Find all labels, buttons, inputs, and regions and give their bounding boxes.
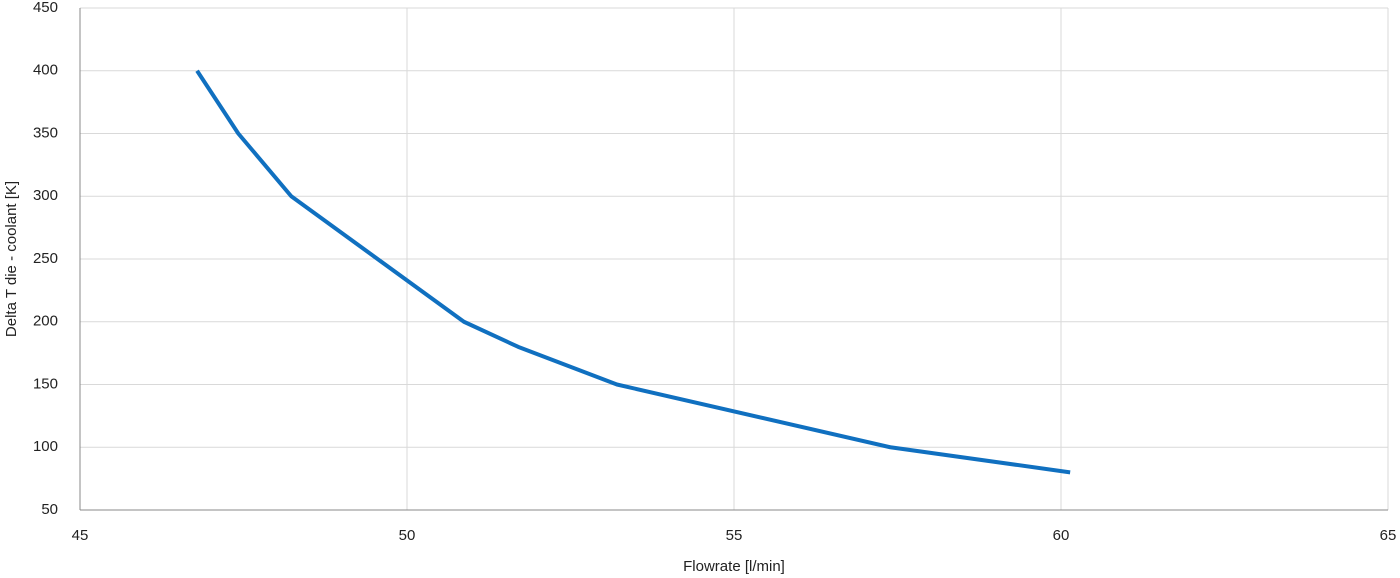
y-tick-label: 400 — [33, 62, 58, 79]
x-tick-label: 65 — [1380, 527, 1397, 544]
y-axis-label: Delta T die - coolant [K] — [3, 181, 20, 337]
y-tick-label: 450 — [33, 0, 58, 16]
y-tick-label: 100 — [33, 438, 58, 455]
y-tick-label: 200 — [33, 313, 58, 330]
y-tick-label: 250 — [33, 250, 58, 267]
x-tick-label: 50 — [399, 527, 416, 544]
x-axis-label: Flowrate [l/min] — [683, 558, 785, 575]
y-tick-label: 350 — [33, 124, 58, 141]
y-tick-label: 300 — [33, 187, 58, 204]
x-tick-label: 45 — [72, 527, 89, 544]
data-line — [195, 69, 1071, 475]
y-tick-label: 150 — [33, 375, 58, 392]
x-tick-label: 55 — [726, 527, 743, 544]
y-tick-label: 50 — [41, 501, 58, 518]
x-tick-label: 60 — [1053, 527, 1070, 544]
